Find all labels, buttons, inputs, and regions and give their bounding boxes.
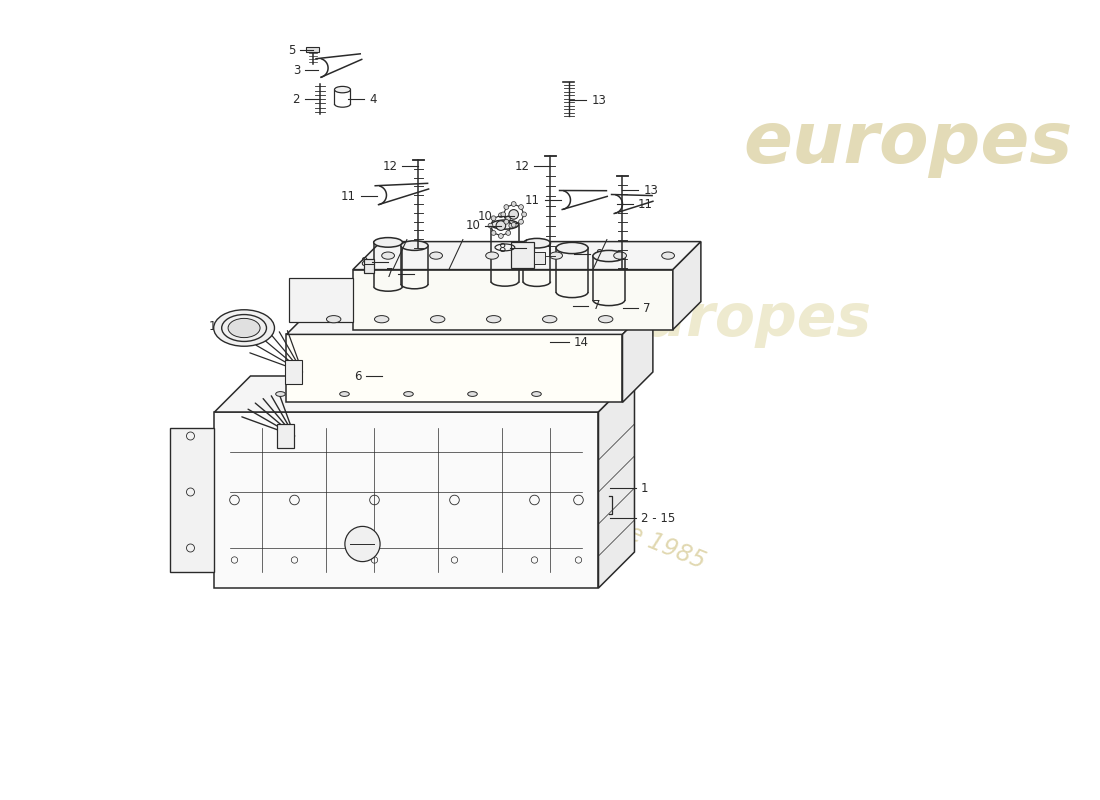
Text: 4: 4	[368, 93, 376, 106]
Text: 14: 14	[574, 336, 589, 349]
Text: 12: 12	[515, 160, 530, 173]
Text: 16: 16	[208, 320, 223, 333]
Circle shape	[498, 213, 504, 218]
Ellipse shape	[430, 252, 442, 259]
Circle shape	[345, 526, 381, 562]
Circle shape	[491, 216, 496, 221]
Ellipse shape	[382, 252, 395, 259]
Ellipse shape	[486, 315, 500, 323]
Text: a passion for parts since 1985: a passion for parts since 1985	[368, 418, 708, 574]
Circle shape	[509, 210, 518, 219]
Polygon shape	[286, 304, 653, 334]
Text: 11: 11	[525, 194, 540, 206]
Circle shape	[506, 230, 510, 235]
Circle shape	[512, 202, 516, 206]
Text: europes: europes	[605, 291, 871, 349]
Ellipse shape	[486, 252, 498, 259]
Polygon shape	[353, 242, 701, 270]
Text: 13: 13	[592, 94, 606, 106]
Text: 7: 7	[644, 302, 651, 314]
Polygon shape	[170, 428, 214, 572]
Ellipse shape	[400, 241, 428, 250]
Polygon shape	[289, 278, 353, 322]
Bar	[285, 360, 303, 384]
Circle shape	[491, 230, 496, 235]
Text: 7: 7	[386, 267, 394, 280]
Text: 6: 6	[354, 370, 362, 382]
Text: 8: 8	[360, 256, 367, 269]
Ellipse shape	[340, 392, 350, 397]
Ellipse shape	[230, 319, 258, 337]
Text: 2 - 15: 2 - 15	[641, 512, 675, 525]
Ellipse shape	[598, 315, 613, 323]
Circle shape	[506, 216, 510, 221]
Ellipse shape	[213, 310, 275, 346]
Text: 8: 8	[498, 242, 506, 254]
Circle shape	[496, 221, 506, 230]
Circle shape	[498, 234, 504, 238]
Circle shape	[518, 219, 524, 224]
Circle shape	[509, 223, 514, 228]
Text: 5: 5	[288, 44, 295, 57]
Ellipse shape	[492, 220, 518, 229]
Text: 11: 11	[638, 198, 652, 210]
Ellipse shape	[531, 392, 541, 397]
Polygon shape	[286, 334, 623, 402]
Ellipse shape	[542, 315, 557, 323]
Bar	[534, 252, 544, 264]
Polygon shape	[214, 412, 598, 588]
Ellipse shape	[557, 242, 588, 254]
Polygon shape	[353, 270, 673, 330]
Text: 12: 12	[383, 160, 398, 173]
Polygon shape	[214, 376, 635, 412]
Ellipse shape	[593, 250, 625, 262]
Circle shape	[518, 205, 524, 210]
Polygon shape	[598, 376, 635, 588]
Circle shape	[504, 219, 508, 224]
Circle shape	[512, 222, 516, 227]
Ellipse shape	[662, 252, 674, 259]
Bar	[364, 259, 374, 274]
Text: 10: 10	[478, 210, 493, 222]
Text: 13: 13	[644, 184, 658, 197]
Circle shape	[500, 212, 506, 217]
Ellipse shape	[468, 392, 477, 397]
Ellipse shape	[404, 392, 414, 397]
Circle shape	[521, 212, 527, 217]
Polygon shape	[623, 304, 653, 402]
Ellipse shape	[374, 238, 403, 247]
Text: 2: 2	[293, 93, 300, 106]
Ellipse shape	[327, 315, 341, 323]
Ellipse shape	[222, 314, 266, 342]
Polygon shape	[673, 242, 701, 330]
Bar	[277, 424, 295, 448]
Text: europes: europes	[744, 110, 1072, 178]
Ellipse shape	[334, 86, 351, 93]
Bar	[307, 47, 319, 52]
Text: 1: 1	[641, 482, 648, 494]
Ellipse shape	[524, 238, 550, 248]
Ellipse shape	[374, 315, 389, 323]
Circle shape	[504, 205, 508, 210]
Circle shape	[488, 223, 493, 228]
Text: 3: 3	[293, 64, 300, 77]
Ellipse shape	[430, 315, 444, 323]
Text: 11: 11	[341, 190, 356, 202]
Ellipse shape	[276, 392, 285, 397]
Text: 7: 7	[593, 299, 601, 312]
Bar	[512, 242, 534, 268]
Ellipse shape	[228, 318, 260, 338]
Text: 8: 8	[595, 248, 603, 261]
Ellipse shape	[614, 252, 627, 259]
Ellipse shape	[550, 252, 562, 259]
Text: 10: 10	[465, 219, 480, 232]
